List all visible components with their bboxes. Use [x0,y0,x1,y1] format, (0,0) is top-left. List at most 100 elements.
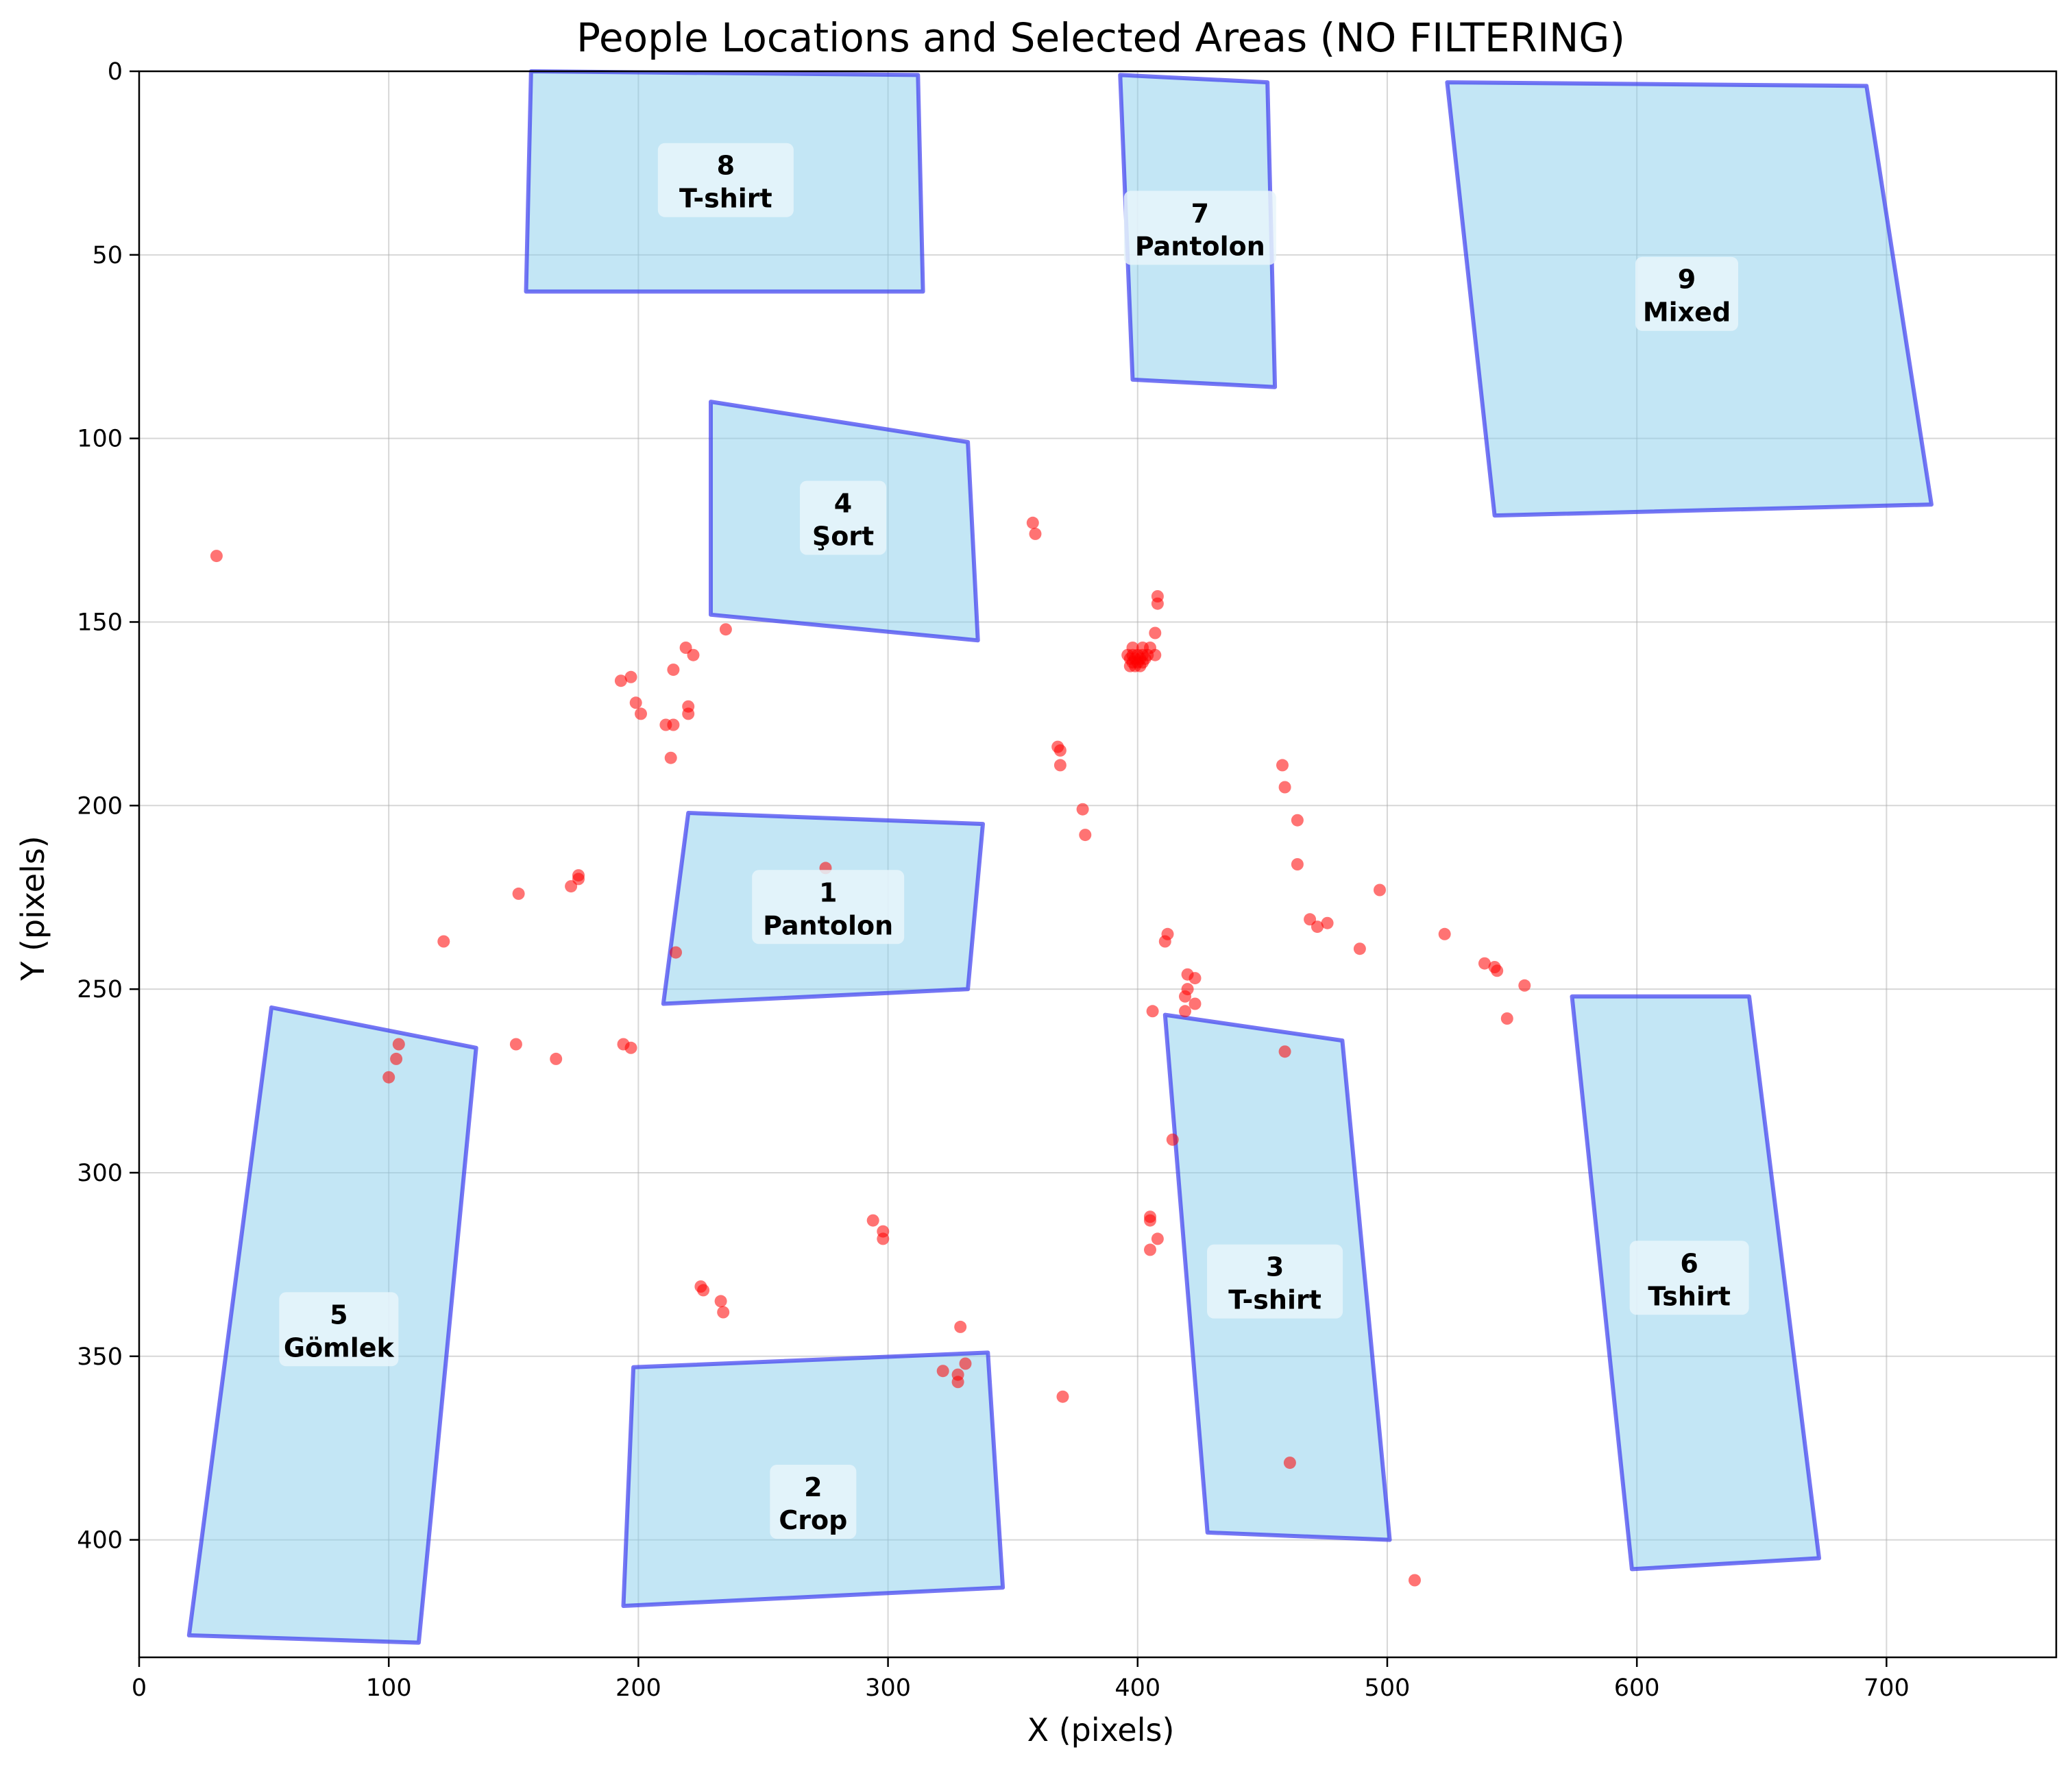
person-point [954,1320,967,1333]
area-name-text: Pantolon [763,910,893,940]
x-tick-label: 0 [132,1674,147,1702]
area-labels: 8T-shirt 7Pantolon9Mixed4Şort1Pantolon5Gö… [279,143,1749,1539]
person-point [717,1306,730,1319]
person-point [1179,1005,1191,1018]
x-axis-label: X (pixels) [1027,1711,1175,1748]
person-point [951,1376,964,1389]
x-tick-label: 300 [865,1674,911,1702]
person-point [1291,814,1304,827]
chart-title: People Locations and Selected Areas (NO … [576,14,1625,61]
person-point [1029,527,1042,540]
person-point [629,696,642,709]
area-id-text: 4 [834,488,852,518]
person-point [624,1041,637,1054]
y-tick-label: 350 [77,1343,123,1371]
person-point [877,1232,890,1245]
area-label-box [1629,1241,1749,1315]
person-point [1276,759,1289,772]
person-point [1026,516,1039,529]
x-tick-label: 700 [1864,1674,1910,1702]
area-8-label: 8T-shirt [657,143,794,217]
y-tick-label: 200 [77,792,123,820]
person-point [719,623,732,636]
person-point [687,648,700,661]
person-point [936,1365,949,1378]
person-point [1144,1214,1156,1227]
person-point [1149,626,1162,639]
area-label-box [752,870,905,945]
person-point [1321,916,1334,929]
x-tick-label: 600 [1614,1674,1660,1702]
person-point [1151,597,1164,610]
person-point [1161,927,1174,940]
person-point [1144,1243,1156,1256]
person-point [1123,659,1136,672]
plot-frame [138,70,2058,1659]
axis-ticks: 0 100 200 300 400 500 600 700 0 50 100 150 200 250 300… [77,58,1910,1702]
person-point [1179,990,1191,1003]
area-label-box [279,1292,399,1367]
person-point [959,1357,972,1370]
person-point [667,663,680,677]
person-point [1438,927,1451,940]
person-point [1409,1574,1421,1587]
y-tick-label: 300 [77,1160,123,1187]
y-tick-label: 250 [77,976,123,1003]
area-id-text: 5 [330,1300,348,1330]
person-point [1278,1045,1291,1058]
y-axis-label: Y (pixels) [14,836,51,981]
area-name-text: Crop [779,1505,847,1535]
person-point [664,751,677,764]
y-tick-label: 100 [77,426,123,453]
x-tick-label: 400 [1114,1674,1160,1702]
area-id-text: 2 [804,1472,822,1502]
person-point [624,670,637,683]
person-point [1053,744,1067,757]
person-point [382,1071,395,1084]
area-name-text: Tshirt [1648,1281,1730,1311]
area-name-text: Pantolon [1135,231,1265,261]
area-id-text: 1 [819,877,837,907]
person-point [1291,858,1304,870]
person-point [1374,884,1386,897]
person-point [714,1295,727,1308]
people-points [210,516,1531,1587]
x-tick-label: 200 [615,1674,661,1702]
area-id-text: 9 [1678,265,1696,295]
person-point [1149,648,1162,661]
area-id-text: 8 [717,151,735,181]
area-name-text: T-shirt [679,184,772,214]
area-name-text: Şort [812,521,874,551]
area-label-box [1123,191,1276,265]
person-point [1518,979,1531,992]
person-point [1278,781,1291,794]
area-id-text: 3 [1266,1252,1284,1282]
person-point [1146,1005,1159,1018]
person-point [1500,1012,1513,1025]
person-point [565,880,578,893]
person-point [1491,964,1504,977]
area-id-text: 7 [1191,198,1209,228]
area-name-text: Gömlek [284,1332,395,1363]
person-point [1283,1457,1296,1470]
person-point [1189,997,1202,1010]
person-point [437,935,450,948]
person-point [1151,1232,1164,1245]
person-point [1134,659,1147,672]
person-point [1076,803,1089,816]
person-point [1166,1133,1179,1146]
area-label-box [1207,1244,1343,1319]
y-tick-label: 0 [108,58,123,86]
person-point [1311,921,1324,934]
person-point [667,718,680,731]
y-tick-label: 400 [77,1527,123,1555]
person-point [1478,957,1491,970]
person-point [210,550,223,563]
person-point [1189,972,1202,985]
person-point [1053,759,1067,772]
person-point [392,1038,405,1051]
area-label-box [1635,256,1738,331]
